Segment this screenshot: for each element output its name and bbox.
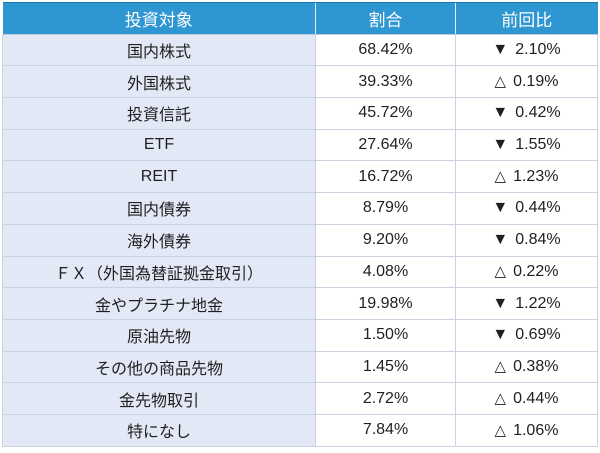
ratio-cell: 7.84% [315, 413, 456, 447]
header-ratio: 割合 [315, 2, 456, 35]
ratio-cell: 45.72% [315, 97, 456, 130]
change-direction-icon: △ [494, 168, 507, 186]
table-row: 外国株式 39.33% △ 0.19% [2, 65, 598, 99]
table-row: 海外債券 9.20% ▼ 0.84% [2, 223, 598, 257]
table-row: その他の商品先物 1.45% △ 0.38% [2, 350, 598, 384]
change-value: 1.55% [515, 136, 561, 154]
table-row: 金先物取引 2.72% △ 0.44% [2, 382, 598, 415]
ratio-cell: 1.45% [315, 350, 456, 384]
table-row: ＦＸ（外国為替証拠金取引） 4.08% △ 0.22% [2, 255, 598, 289]
table-row: REIT 16.72% △ 1.23% [2, 160, 598, 194]
ratio-cell: 39.33% [315, 65, 456, 99]
change-direction-icon: △ [494, 390, 507, 408]
investment-target-cell: 原油先物 [2, 318, 316, 352]
change-value: 0.84% [515, 231, 561, 249]
ratio-cell: 2.72% [315, 382, 456, 415]
change-value: 0.69% [515, 326, 561, 344]
ratio-cell: 9.20% [315, 223, 456, 257]
change-direction-icon: ▼ [492, 294, 509, 312]
investment-target-cell: 金やプラチナ地金 [2, 287, 316, 320]
investment-target-cell: その他の商品先物 [2, 350, 316, 384]
change-direction-icon: ▼ [492, 199, 509, 217]
investment-target-cell: REIT [2, 160, 316, 194]
investment-target-cell: 金先物取引 [2, 382, 316, 415]
change-cell: ▼ 0.69% [455, 318, 598, 352]
change-value: 0.42% [515, 104, 561, 122]
header-investment-target: 投資対象 [2, 2, 316, 35]
change-value: 1.23% [513, 168, 559, 186]
change-value: 0.44% [513, 390, 559, 408]
table-row: 国内債券 8.79% ▼ 0.44% [2, 192, 598, 225]
ratio-cell: 8.79% [315, 192, 456, 225]
change-value: 2.10% [515, 41, 561, 59]
change-value: 0.38% [513, 358, 559, 376]
change-direction-icon: △ [494, 263, 507, 281]
change-cell: △ 0.38% [455, 350, 598, 384]
investment-target-cell: 国内株式 [2, 33, 316, 67]
change-direction-icon: ▼ [492, 231, 509, 249]
change-cell: ▼ 2.10% [455, 33, 598, 67]
investment-survey-table: 投資対象 割合 前回比 国内株式 68.42% ▼ 2.10% 外国株式 39.3… [2, 2, 598, 447]
change-direction-icon: ▼ [492, 41, 509, 59]
change-value: 1.06% [513, 421, 559, 439]
ratio-cell: 27.64% [315, 128, 456, 162]
change-direction-icon: ▼ [492, 136, 509, 154]
change-direction-icon: △ [494, 73, 507, 91]
ratio-cell: 68.42% [315, 33, 456, 67]
change-value: 0.44% [515, 199, 561, 217]
investment-target-cell: 海外債券 [2, 223, 316, 257]
change-cell: △ 0.44% [455, 382, 598, 415]
investment-target-cell: ＦＸ（外国為替証拠金取引） [2, 255, 316, 289]
table-row: 原油先物 1.50% ▼ 0.69% [2, 318, 598, 352]
change-cell: ▼ 0.84% [455, 223, 598, 257]
table-row: 特になし 7.84% △ 1.06% [2, 413, 598, 447]
investment-target-cell: 特になし [2, 413, 316, 447]
change-direction-icon: ▼ [492, 104, 509, 122]
change-value: 1.22% [515, 294, 561, 312]
investment-target-cell: 外国株式 [2, 65, 316, 99]
change-cell: ▼ 1.55% [455, 128, 598, 162]
table-header-row: 投資対象 割合 前回比 [2, 2, 598, 35]
change-direction-icon: △ [494, 358, 507, 376]
ratio-cell: 19.98% [315, 287, 456, 320]
change-cell: ▼ 0.42% [455, 97, 598, 130]
change-cell: ▼ 1.22% [455, 287, 598, 320]
investment-target-cell: ETF [2, 128, 316, 162]
change-cell: △ 0.22% [455, 255, 598, 289]
table-row: 金やプラチナ地金 19.98% ▼ 1.22% [2, 287, 598, 320]
table-row: ETF 27.64% ▼ 1.55% [2, 128, 598, 162]
ratio-cell: 1.50% [315, 318, 456, 352]
investment-target-cell: 投資信託 [2, 97, 316, 130]
change-direction-icon: ▼ [492, 326, 509, 344]
ratio-cell: 16.72% [315, 160, 456, 194]
table-row: 投資信託 45.72% ▼ 0.42% [2, 97, 598, 130]
change-cell: △ 1.23% [455, 160, 598, 194]
change-direction-icon: △ [494, 421, 507, 439]
table-row: 国内株式 68.42% ▼ 2.10% [2, 33, 598, 67]
change-cell: △ 0.19% [455, 65, 598, 99]
change-cell: △ 1.06% [455, 413, 598, 447]
change-value: 0.22% [513, 263, 559, 281]
change-cell: ▼ 0.44% [455, 192, 598, 225]
header-change: 前回比 [455, 2, 598, 35]
change-value: 0.19% [513, 73, 559, 91]
investment-target-cell: 国内債券 [2, 192, 316, 225]
ratio-cell: 4.08% [315, 255, 456, 289]
